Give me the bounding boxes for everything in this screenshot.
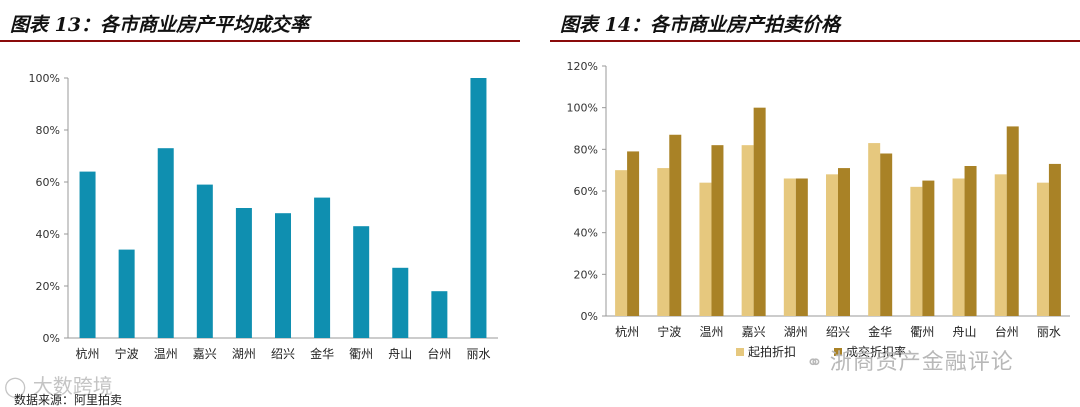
left-y-tick-label: 40%	[36, 228, 60, 241]
start-discount-bar	[826, 174, 838, 316]
deal-discount-bar	[753, 107, 766, 317]
watermark-right-text: 浙商资产金融评论	[829, 350, 1014, 375]
left-chart-panel: 图表 13：各市商业房产平均成交率 0% 20% 40% 60% 80% 100% 杭州 宁波…	[0, 0, 520, 404]
left-y-tick-label: 100%	[29, 72, 60, 85]
start-discount-bar	[657, 168, 670, 316]
right-x-tick-label: 湖州	[784, 324, 808, 339]
right-y-tick-label: 0%	[581, 310, 598, 323]
right-x-tick-label: 舟山	[953, 325, 977, 339]
right-y-tick-label: 20%	[574, 268, 598, 281]
legend-deal-discount-label: 成交折扣率	[846, 344, 906, 359]
start-discount-bar	[1036, 182, 1049, 316]
watermark-logo-icon: ◯	[4, 374, 27, 398]
left-bar	[118, 249, 135, 338]
start-discount-bar	[741, 145, 754, 316]
left-x-tick-label: 湖州	[232, 346, 256, 361]
legend-start-discount-swatch	[736, 348, 744, 356]
deal-discount-bar	[1048, 163, 1061, 316]
left-x-tick-label: 嘉兴	[193, 347, 217, 361]
deal-discount-bar	[627, 151, 640, 316]
right-x-tick-label: 丽水	[1037, 325, 1061, 339]
right-x-tick-label: 宁波	[657, 324, 681, 339]
deal-discount-bar	[880, 153, 893, 316]
left-x-tick-label: 温州	[154, 347, 178, 361]
left-y-tick-label: 0%	[43, 332, 60, 345]
right-x-tick-label: 金华	[868, 324, 892, 339]
left-bar	[431, 291, 448, 338]
left-chart: 0% 20% 40% 60% 80% 100% 杭州 宁波 温州 嘉兴 湖州 绍兴 金华 衢州 舟山 台州 丽水	[29, 72, 498, 361]
right-x-tick-label: 绍兴	[826, 325, 850, 339]
left-bar	[157, 148, 174, 338]
right-y-tick-label: 100%	[567, 102, 598, 115]
right-chart-title: 图表 14：各市商业房产拍卖价格	[560, 14, 841, 36]
right-title-rule	[550, 40, 1080, 42]
deal-discount-bar	[711, 145, 724, 316]
right-y-tick-label: 80%	[574, 143, 598, 156]
left-y-tick-label: 20%	[36, 280, 60, 293]
right-x-tick-label: 衢州	[910, 325, 934, 339]
left-bar	[235, 208, 252, 338]
deal-discount-bar	[1006, 126, 1019, 317]
start-discount-bar	[910, 186, 923, 316]
right-x-tick-label: 温州	[699, 325, 723, 339]
left-x-tick-label: 宁波	[115, 346, 139, 361]
start-discount-bar	[699, 182, 712, 316]
left-bar	[79, 171, 96, 338]
watermark-left-text: 大数跨境	[32, 374, 113, 398]
left-x-tick-label: 丽水	[466, 347, 490, 361]
source-note: 数据来源：阿里拍卖	[14, 393, 123, 407]
left-x-tick-label: 绍兴	[271, 347, 295, 361]
watermark-left: ◯ 大数跨境	[4, 370, 113, 399]
left-x-tick-label: 台州	[427, 346, 451, 361]
start-discount-bar	[783, 178, 796, 316]
left-bar	[314, 197, 331, 338]
right-chart-panel: 图表 14：各市商业房产拍卖价格 0% 20% 40% 60% 80% 100% 120% 杭…	[550, 0, 1080, 404]
right-y-tick-label: 40%	[574, 227, 598, 240]
left-x-tick-label: 杭州	[76, 346, 100, 361]
right-chart: 0% 20% 40% 60% 80% 100% 120% 杭州 宁波 温州 嘉兴 湖州 绍兴 金华 衢州 舟山…	[567, 60, 1070, 359]
start-discount-bar	[615, 170, 628, 316]
right-x-tick-label: 嘉兴	[742, 325, 766, 339]
right-y-tick-label: 120%	[567, 60, 598, 73]
start-discount-bar	[994, 174, 1007, 316]
deal-discount-bar	[838, 168, 850, 316]
left-bar	[275, 213, 291, 338]
left-bar	[196, 184, 213, 338]
left-title-rule	[0, 40, 520, 42]
right-x-tick-label: 杭州	[615, 324, 639, 339]
wechat-icon: ⚭	[806, 350, 824, 374]
left-x-tick-label: 衢州	[349, 347, 373, 361]
legend-start-discount-label: 起拍折扣	[748, 344, 796, 359]
start-discount-bar	[868, 143, 881, 316]
start-discount-bar	[952, 178, 965, 316]
legend-deal-discount-swatch	[834, 348, 842, 356]
left-bar	[353, 226, 370, 338]
left-chart-title: 图表 13：各市商业房产平均成交率	[10, 14, 310, 36]
deal-discount-bar	[964, 166, 977, 316]
deal-discount-bar	[795, 178, 808, 316]
deal-discount-bar	[669, 134, 682, 316]
left-y-tick-label: 80%	[36, 124, 60, 137]
left-y-tick-label: 60%	[36, 176, 60, 189]
deal-discount-bar	[922, 180, 935, 316]
left-bar	[470, 78, 487, 338]
watermark-right: ⚭ 浙商资产金融评论	[806, 344, 1014, 376]
right-x-tick-label: 台州	[995, 324, 1019, 339]
left-bar	[392, 267, 409, 338]
left-x-tick-label: 金华	[310, 346, 334, 361]
left-x-tick-label: 舟山	[388, 347, 412, 361]
right-y-tick-label: 60%	[574, 185, 598, 198]
